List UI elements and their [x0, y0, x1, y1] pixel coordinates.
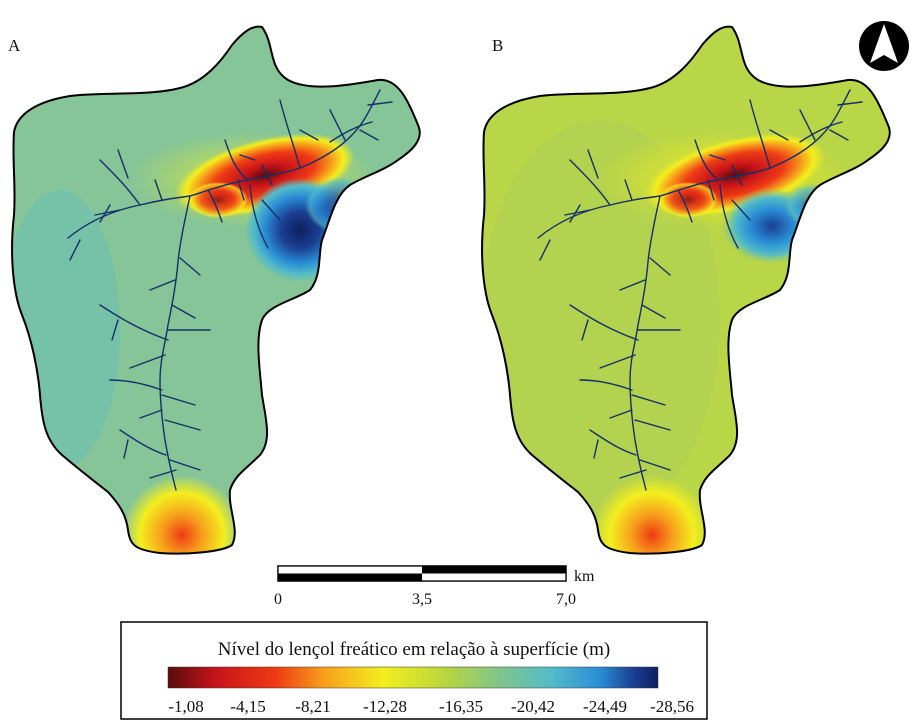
scale-tick-0: 0	[274, 591, 282, 608]
scale-tick-1: 3,5	[412, 591, 432, 608]
scale-tick-2: 7,0	[556, 591, 576, 608]
legend-tick-1: -4,15	[230, 697, 265, 716]
legend-tick-2: -8,21	[295, 697, 330, 716]
legend-tick-6: -24,49	[583, 697, 627, 716]
scale-bar: km 0 3,5 7,0	[274, 565, 595, 608]
legend-tick-5: -20,42	[511, 697, 555, 716]
legend-tick-3: -12,28	[363, 697, 407, 716]
panel-label-a: A	[8, 36, 21, 55]
north-arrow-icon	[859, 21, 909, 71]
map-panel-b	[481, 25, 891, 555]
legend-color-ramp	[167, 666, 659, 689]
map-panel-a	[11, 25, 421, 555]
legend-title: Nível do lençol freático em relação à su…	[218, 639, 610, 660]
legend-tick-0: -1,08	[168, 697, 203, 716]
legend: Nível do lençol freático em relação à su…	[120, 621, 708, 720]
legend-tick-7: -28,56	[650, 697, 694, 716]
scale-unit: km	[574, 568, 595, 585]
legend-tick-4: -16,35	[439, 697, 483, 716]
panel-label-b: B	[492, 36, 503, 55]
